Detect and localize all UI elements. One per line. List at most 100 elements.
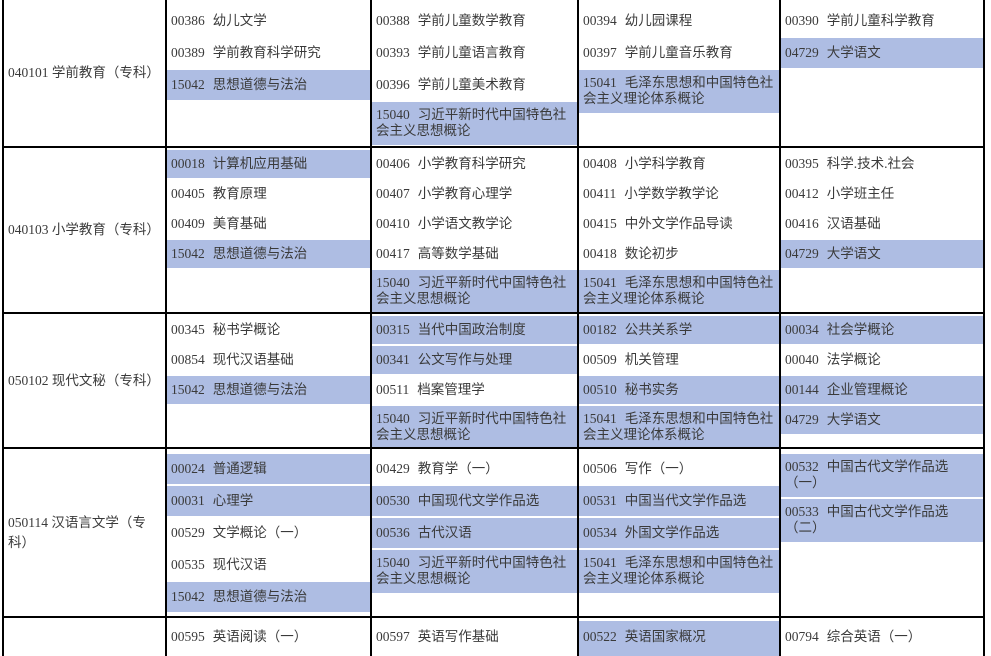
course-code: 00429 <box>376 461 410 476</box>
course-code: 15041 <box>583 75 617 90</box>
course-name: 习近平新时代中国特色社会主义思想概论 <box>376 411 567 442</box>
course-entry-highlighted: 15042 思想道德与法治 <box>167 239 370 269</box>
course-code: 00408 <box>583 156 617 171</box>
course-code: 00389 <box>171 45 205 60</box>
course-code: 00510 <box>583 382 617 397</box>
course-name: 现代汉语基础 <box>212 352 294 367</box>
course-code: 00040 <box>785 352 819 367</box>
course-name: 思想道德与法治 <box>212 589 308 604</box>
course-entry-highlighted: 00530 中国现代文学作品选 <box>372 485 577 517</box>
course-code: 00345 <box>171 322 205 337</box>
course-code: 00597 <box>376 629 410 644</box>
course-entry: 00040 法学概论 <box>781 345 983 375</box>
session-cell: 00018 计算机应用基础 00405 教育原理 00409 美育基础 15042 思想道德与… <box>165 148 370 312</box>
course-code: 00416 <box>785 216 819 231</box>
course-code: 00386 <box>171 13 205 28</box>
course-name: 高等数学基础 <box>417 246 499 261</box>
course-entry: 00417 高等数学基础 <box>372 239 577 269</box>
course-code: 15040 <box>376 411 410 426</box>
course-name: 文学概论（一） <box>212 525 308 540</box>
course-entry: 00412 小学班主任 <box>781 179 983 209</box>
course-entry-highlighted: 15042 思想道德与法治 <box>167 375 370 405</box>
course-entry-highlighted: 00018 计算机应用基础 <box>167 149 370 179</box>
course-name: 幼儿文学 <box>212 13 267 28</box>
course-code: 04729 <box>785 412 819 427</box>
session-cell: 00408 小学科学教育 00411 小学数学教学论 00415 中外文学作品导读 0041… <box>577 148 779 312</box>
course-code: 00315 <box>376 322 410 337</box>
course-code: 15040 <box>376 107 410 122</box>
course-entry-highlighted: 00532 中国古代文学作品选（一） <box>781 453 983 498</box>
course-name: 写作（一） <box>624 461 693 476</box>
course-name: 小学语文教学论 <box>417 216 513 231</box>
course-entry-highlighted: 04729 大学语文 <box>781 37 983 69</box>
course-name: 学前儿童数学教育 <box>417 13 526 28</box>
course-code: 00407 <box>376 186 410 201</box>
course-entry-highlighted: 00182 公共关系学 <box>579 315 779 345</box>
major-row: 050102 现代文秘（专科） 00345 秘书学概论 00854 现代汉语基础 1504… <box>2 312 983 447</box>
course-name: 毛泽东思想和中国特色社会主义理论体系概论 <box>583 555 774 586</box>
course-name: 小学数学教学论 <box>624 186 719 201</box>
course-entry: 00386 幼儿文学 <box>167 5 370 37</box>
course-name: 综合英语（一） <box>826 629 922 644</box>
course-name: 古代汉语 <box>417 525 472 540</box>
course-entry: 00405 教育原理 <box>167 179 370 209</box>
course-code: 00182 <box>583 322 617 337</box>
course-entry: 00393 学前儿童语言教育 <box>372 37 577 69</box>
course-code: 00412 <box>785 186 819 201</box>
course-name: 秘书实务 <box>624 382 679 397</box>
course-name: 小学教育心理学 <box>417 186 513 201</box>
course-code: 00595 <box>171 629 205 644</box>
major-name-cell <box>2 618 165 656</box>
course-entry-highlighted: 15041 毛泽东思想和中国特色社会主义理论体系概论 <box>579 549 779 594</box>
course-name: 心理学 <box>212 493 254 508</box>
course-name: 科学.技术.社会 <box>826 156 915 171</box>
course-code: 00034 <box>785 322 819 337</box>
course-entry: 00429 教育学（一） <box>372 453 577 485</box>
major-row: 050114 汉语言文学（专科） 00024 普通逻辑 00031 心理学 00529 文学… <box>2 447 983 616</box>
course-code: 00794 <box>785 629 819 644</box>
course-name: 大学语文 <box>826 45 881 60</box>
session-cell: 00034 社会学概论 00040 法学概论 00144 企业管理概论 04729 大学语文 <box>779 314 983 447</box>
course-code: 15042 <box>171 77 205 92</box>
course-entry: 00597 英语写作基础 <box>372 620 577 656</box>
course-entry-highlighted: 00533 中国古代文学作品选（二） <box>781 498 983 543</box>
course-name: 幼儿园课程 <box>624 13 693 28</box>
session-cell: 00315 当代中国政治制度 00341 公文写作与处理 00511 档案管理学 15040… <box>370 314 577 447</box>
course-name: 中国古代文学作品选（二） <box>785 504 949 535</box>
course-name: 习近平新时代中国特色社会主义思想概论 <box>376 555 567 586</box>
course-code: 15041 <box>583 555 617 570</box>
course-name: 公共关系学 <box>624 322 693 337</box>
course-code: 04729 <box>785 246 819 261</box>
course-code: 00144 <box>785 382 819 397</box>
course-name: 学前儿童音乐教育 <box>624 45 733 60</box>
course-code: 00530 <box>376 493 410 508</box>
course-code: 00418 <box>583 246 617 261</box>
course-code: 15041 <box>583 275 617 290</box>
course-name: 英语国家概况 <box>624 629 706 644</box>
course-code: 15041 <box>583 411 617 426</box>
course-name: 英语阅读（一） <box>212 629 308 644</box>
course-entry: 00396 学前儿童美术教育 <box>372 69 577 101</box>
course-entry: 00415 中外文学作品导读 <box>579 209 779 239</box>
course-code: 00509 <box>583 352 617 367</box>
course-code: 00388 <box>376 13 410 28</box>
session-cell: 00429 教育学（一） 00530 中国现代文学作品选 00536 古代汉语 15040 习… <box>370 449 577 616</box>
course-name: 中国当代文学作品选 <box>624 493 747 508</box>
course-name: 大学语文 <box>826 412 881 427</box>
session-cell: 00182 公共关系学 00509 机关管理 00510 秘书实务 15041 毛泽东思想和中… <box>577 314 779 447</box>
major-name-cell: 050114 汉语言文学（专科） <box>2 449 165 616</box>
course-name: 教育原理 <box>212 186 267 201</box>
course-name: 习近平新时代中国特色社会主义思想概论 <box>376 107 567 138</box>
course-code: 04729 <box>785 45 819 60</box>
course-name: 思想道德与法治 <box>212 77 308 92</box>
course-entry: 00529 文学概论（一） <box>167 517 370 549</box>
course-code: 15042 <box>171 589 205 604</box>
course-entry: 00511 档案管理学 <box>372 375 577 405</box>
course-entry-highlighted: 00024 普通逻辑 <box>167 453 370 485</box>
course-name: 学前儿童美术教育 <box>417 77 526 92</box>
session-cell: 00522 英语国家概况 <box>577 618 779 656</box>
course-code: 00406 <box>376 156 410 171</box>
course-code: 15040 <box>376 555 410 570</box>
